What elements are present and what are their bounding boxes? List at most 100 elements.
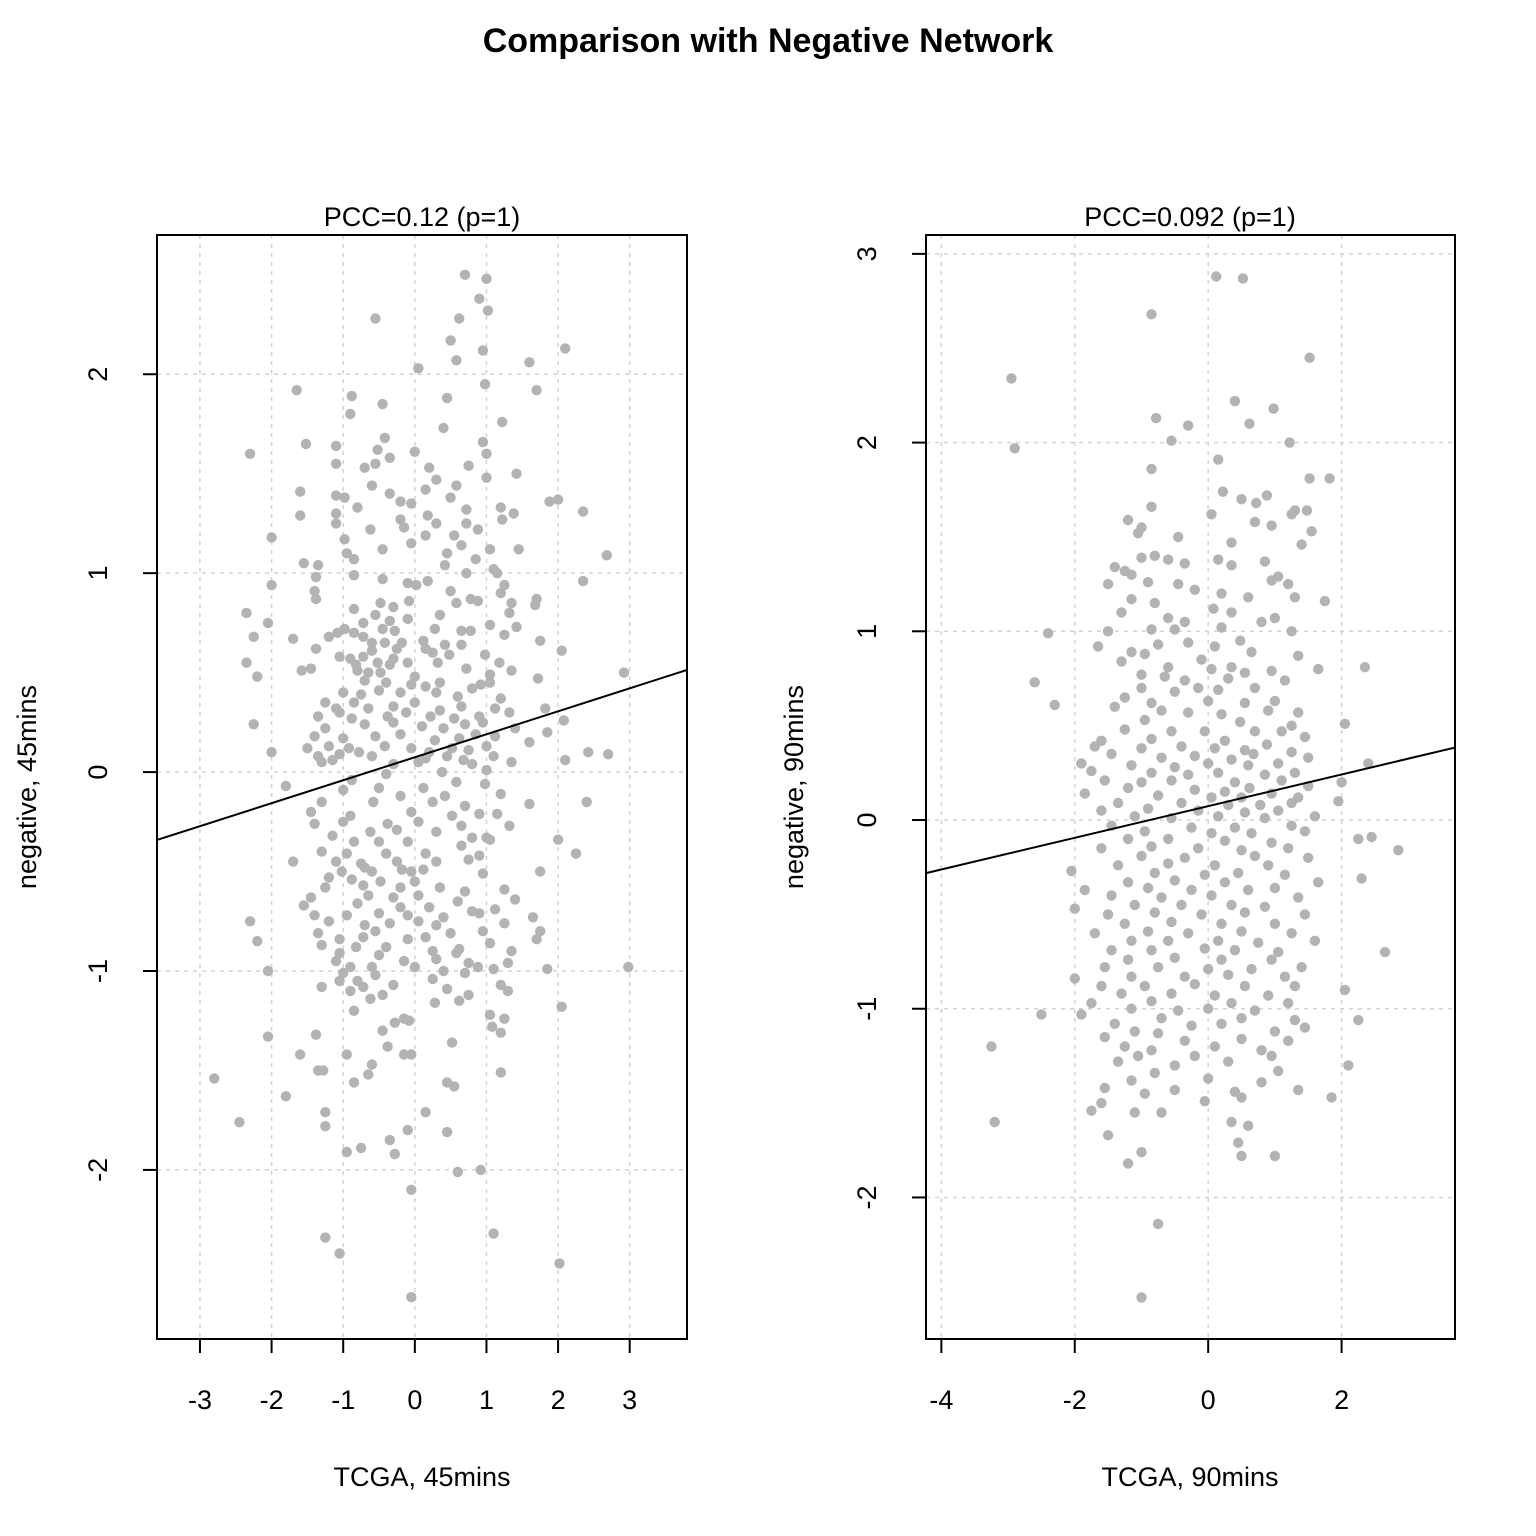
panel-left-point: [577, 575, 589, 587]
panel-right-x-axis-label: TCGA, 90mins: [1101, 1462, 1278, 1492]
panel-left-point: [381, 848, 392, 859]
panel-left-point: [395, 902, 406, 913]
panel-left-point: [310, 593, 322, 605]
panel-right-point: [1109, 561, 1121, 573]
panel-left-point: [466, 758, 478, 770]
panel-right-point: [1122, 1158, 1134, 1169]
panel-right-y-tick-label: 3: [852, 246, 882, 261]
panel-right-point: [1156, 1107, 1167, 1118]
panel-right-y-tick-label: 2: [852, 435, 882, 450]
panel-right-point: [1203, 1003, 1214, 1014]
panel-left-point: [475, 679, 486, 690]
panel-left-point: [441, 392, 453, 404]
panel-left-point: [262, 617, 274, 629]
panel-right-point: [1163, 662, 1174, 673]
panel-left-point: [341, 910, 352, 921]
panel-left-point: [316, 939, 327, 951]
panel-left-point: [488, 751, 499, 762]
panel-left-point: [465, 625, 476, 636]
panel-right-point: [1235, 716, 1246, 728]
panel-right-point: [1146, 463, 1157, 475]
panel-left-point: [310, 1029, 322, 1040]
panel-left-point: [332, 627, 343, 638]
panel-left-point: [461, 504, 472, 515]
panel-right-point: [1136, 777, 1147, 788]
panel-left-point: [234, 1117, 245, 1128]
panel-right-point: [1233, 867, 1244, 879]
panel-left-point: [452, 691, 463, 702]
panel-left-point: [302, 743, 313, 754]
panel-right-point: [1239, 745, 1251, 756]
panel-right-point: [1102, 626, 1114, 637]
panel-left-point: [506, 756, 517, 768]
panel-right-point: [1179, 971, 1191, 982]
panel-right-point: [1226, 607, 1237, 618]
panel-left-point: [481, 472, 492, 483]
panel-left-point: [358, 631, 369, 642]
panel-right-point: [1244, 418, 1255, 429]
panel-left-point: [241, 607, 252, 619]
panel-left-point: [348, 627, 360, 638]
panel-left-point: [309, 585, 320, 597]
panel-right-point: [1179, 852, 1191, 863]
panel-right-x-tick-label: 2: [1334, 1385, 1349, 1415]
panel-right-point: [1273, 1065, 1284, 1077]
panel-left-point: [459, 800, 471, 812]
panel-left-point: [384, 659, 395, 670]
panel-right-point: [1136, 682, 1147, 694]
panel-left-point: [316, 846, 327, 857]
panel-left-point: [305, 892, 317, 903]
panel-right-x-ticks: -4 -2 0 2: [929, 1339, 1349, 1415]
panel-right-point: [1122, 954, 1134, 965]
panel-right-point: [1319, 595, 1331, 607]
panel-right-point: [1199, 869, 1211, 880]
panel-right-point: [1166, 726, 1177, 737]
panel-right-point: [1269, 1026, 1281, 1037]
panel-left-point: [266, 579, 277, 591]
panel-left-point: [427, 945, 438, 957]
panel-left-point: [535, 635, 546, 646]
panel-left-point: [459, 269, 471, 280]
panel-right-point: [1146, 624, 1157, 635]
panel-left-point: [431, 953, 442, 965]
panel-left-point: [481, 273, 492, 284]
panel-left-y-tick-label: 1: [83, 566, 113, 581]
panel-left-point: [384, 615, 395, 627]
panel-left-point: [524, 798, 535, 810]
panel-right-point: [1099, 1082, 1111, 1094]
panel-right-point: [1169, 1060, 1181, 1071]
panel-right-point: [1296, 539, 1307, 550]
panel-right-point: [1219, 786, 1231, 797]
panel-right-point: [1304, 473, 1315, 484]
panel-right-point: [1299, 909, 1311, 920]
panel-left-point: [456, 540, 467, 551]
panel-left-point: [459, 886, 471, 897]
panel-right-point: [1199, 726, 1211, 737]
panel-right-point: [1156, 1013, 1167, 1024]
panel-left-point: [439, 639, 451, 650]
panel-left-point: [402, 577, 413, 589]
panel-left-point: [341, 1146, 352, 1158]
panel-right-point: [1259, 769, 1271, 780]
panel-left-point: [352, 898, 363, 909]
panel-left-point: [338, 733, 349, 744]
panel-left-point: [499, 918, 510, 929]
panel-left-point: [334, 947, 345, 959]
panel-right-point: [1079, 884, 1091, 896]
panel-right-point: [1199, 943, 1211, 954]
panel-left-point: [499, 629, 510, 640]
panel-left-point: [341, 548, 352, 559]
panel-left-point: [409, 697, 420, 708]
panel-left-point: [452, 896, 463, 907]
panel-left-point: [431, 826, 442, 837]
panel-right-point: [1236, 845, 1247, 856]
panel-left-point: [495, 788, 506, 800]
panel-left-x-tick-label: -3: [188, 1385, 212, 1415]
panel-right-point: [1146, 733, 1157, 745]
panel-left-point: [379, 432, 390, 444]
panel-left-point: [466, 832, 478, 843]
panel-right-point: [1126, 971, 1137, 982]
panel-left-point: [358, 651, 369, 662]
panel-right-point: [1213, 454, 1224, 465]
